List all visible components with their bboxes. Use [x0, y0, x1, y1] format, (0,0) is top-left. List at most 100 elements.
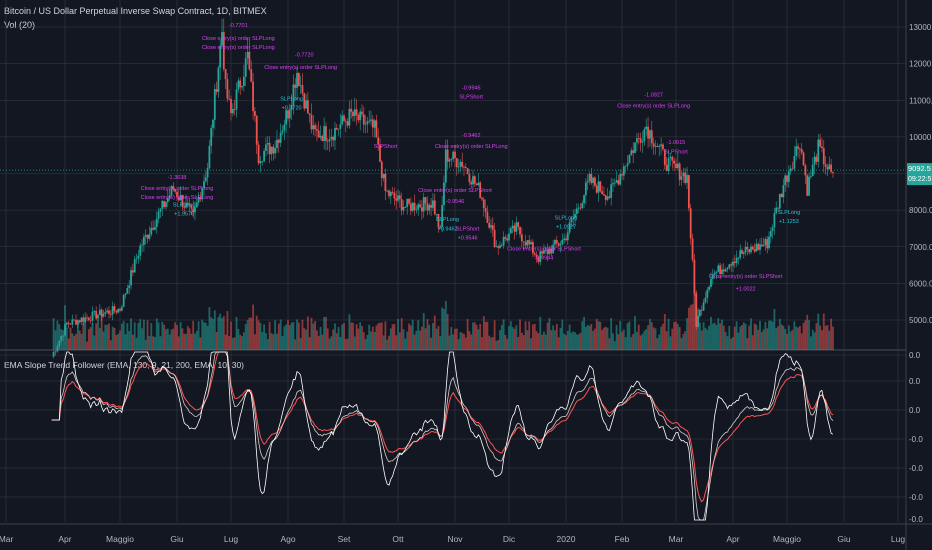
volume-bar: [71, 333, 74, 350]
candle-body: [497, 246, 500, 248]
volume-bar: [388, 335, 390, 350]
volume-bar: [726, 336, 729, 350]
candle-body: [226, 79, 229, 99]
volume-bar: [422, 313, 425, 350]
volume-bar: [577, 334, 580, 350]
candle-body: [693, 259, 696, 294]
candle-body: [443, 182, 445, 205]
candle-body: [415, 209, 418, 211]
candle-body: [654, 146, 657, 147]
volume-bar: [181, 328, 184, 350]
trade-label: SLPShort: [374, 144, 398, 150]
candle-body: [308, 113, 311, 115]
volume-bar: [710, 316, 712, 350]
volume-bar: [793, 321, 796, 350]
volume-bar: [274, 320, 277, 350]
trade-label: SLPLong: [280, 96, 303, 102]
volume-bar: [667, 318, 670, 350]
candle-body: [346, 121, 349, 126]
x-tick-label: Apr: [726, 534, 739, 544]
volume-bar: [109, 340, 112, 350]
candle-body: [464, 167, 467, 169]
volume-bar: [555, 323, 558, 350]
volume-bar: [604, 326, 607, 350]
volume-bar: [172, 328, 175, 350]
candle-body: [468, 174, 471, 183]
volume-bar: [541, 334, 543, 350]
volume-bar: [561, 319, 564, 350]
candle-body: [172, 186, 175, 189]
volume-bar: [204, 322, 207, 350]
candle-body: [250, 69, 253, 82]
volume-bar: [78, 330, 81, 350]
candle-body: [520, 234, 523, 242]
volume-bar: [317, 335, 320, 350]
volume-bar: [226, 311, 229, 350]
volume-bar: [497, 340, 500, 350]
volume-bar: [56, 320, 59, 350]
candle-body: [491, 225, 494, 230]
volume-bar: [185, 333, 187, 350]
volume-bar: [522, 335, 525, 350]
candle-body: [204, 177, 207, 182]
candle-body: [732, 261, 734, 266]
trade-label: Close entry(s) order SLPLong: [617, 104, 690, 110]
candle-body: [832, 171, 834, 174]
volume-bar: [599, 321, 602, 350]
volume-bar: [583, 316, 585, 350]
candle-body: [150, 227, 153, 235]
candle-body: [224, 69, 227, 80]
volume-bar: [316, 330, 318, 350]
volume-bar: [375, 325, 378, 350]
candle-body: [652, 143, 655, 147]
volume-bar: [584, 326, 587, 350]
volume-bar: [287, 320, 289, 350]
candle-body: [555, 240, 558, 244]
volume-bar: [177, 336, 180, 350]
candle-body: [722, 269, 725, 272]
volume-bar: [368, 324, 371, 350]
candle-body: [586, 180, 589, 183]
volume-bar: [89, 327, 92, 350]
candle-body: [339, 124, 342, 129]
volume-bar: [715, 324, 718, 350]
candle-body: [717, 265, 720, 272]
volume-bar: [477, 329, 480, 350]
volume-bar: [265, 333, 267, 350]
candle-body: [276, 139, 278, 149]
volume-bar: [658, 334, 661, 350]
candle-body: [584, 182, 587, 196]
volume-bar: [106, 324, 109, 350]
candle-body: [804, 165, 807, 176]
candle-body: [622, 166, 625, 176]
trade-label: +1.0927: [556, 224, 576, 230]
candle-body: [634, 142, 636, 153]
candle-body: [98, 309, 101, 316]
candle-body: [148, 234, 151, 239]
candle-body: [433, 200, 436, 215]
volume-bar: [755, 324, 758, 350]
candle-body: [73, 319, 76, 321]
volume-bar: [563, 333, 566, 350]
candle-body: [784, 175, 787, 186]
candle-body: [791, 168, 794, 170]
candle-body: [294, 84, 297, 88]
candle-body: [780, 194, 783, 198]
trade-label: -0.9546: [446, 199, 465, 205]
candle-body: [769, 231, 772, 237]
candle-body: [561, 239, 564, 245]
candle-body: [798, 148, 801, 150]
volume-bar: [391, 324, 394, 350]
candle-body: [82, 317, 85, 322]
trade-label: Close entry(s) order SLPLong: [202, 36, 275, 42]
candle-body: [263, 150, 265, 162]
candle-body: [86, 317, 88, 319]
volume-bar: [337, 326, 340, 350]
candle-body: [430, 204, 432, 208]
candle-body: [65, 322, 68, 325]
candle-body: [687, 175, 690, 209]
candle-body: [581, 203, 584, 208]
volume-bar: [361, 326, 363, 350]
volume-bar: [194, 333, 196, 350]
indicator-tick-label: -0.0: [909, 493, 923, 502]
